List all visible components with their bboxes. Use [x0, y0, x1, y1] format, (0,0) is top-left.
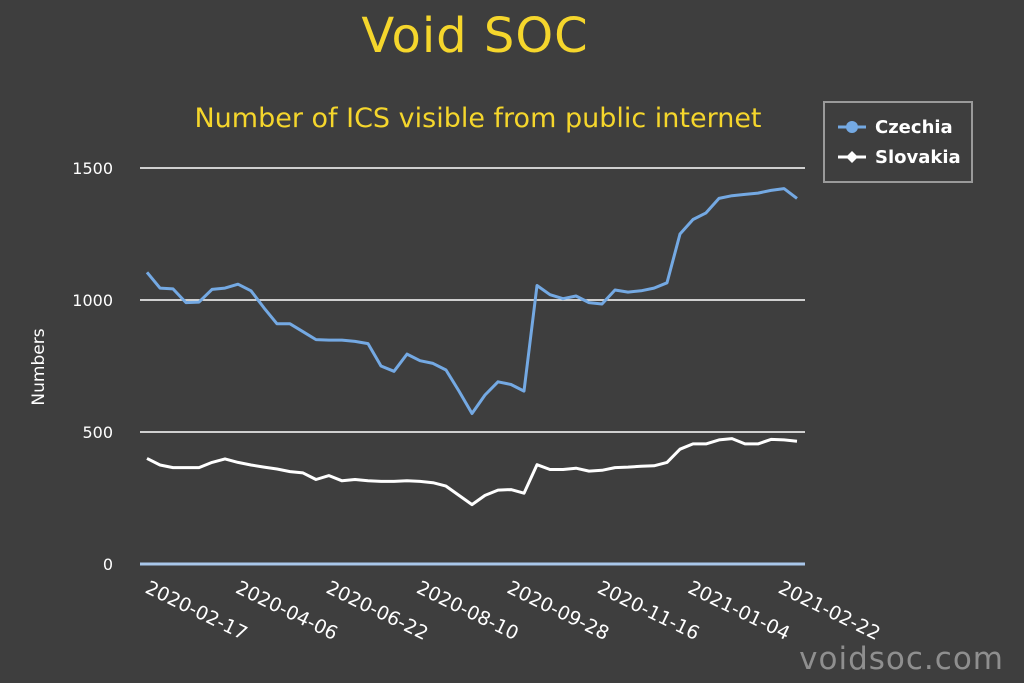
legend-label: Slovakia: [875, 147, 961, 168]
y-tick-label: 1500: [72, 159, 113, 178]
series-line-czechia: [145, 187, 798, 415]
x-tick-label: 2020-09-28: [504, 577, 613, 645]
y-tick-label: 0: [103, 555, 113, 574]
x-tick-label: 2021-01-04: [684, 577, 793, 645]
legend: Czechia Slovakia: [823, 101, 973, 183]
y-tick-label: 1000: [72, 291, 113, 310]
legend-label: Czechia: [875, 117, 953, 138]
y-axis-label: Numbers: [29, 328, 49, 405]
legend-marker-diamond: [846, 151, 858, 163]
legend-box: [823, 101, 973, 183]
x-tick-label: 2020-08-10: [413, 577, 522, 645]
x-tick-label: 2020-06-22: [323, 577, 432, 645]
brand-title: Void SOC: [361, 8, 589, 64]
x-tick-label: 2021-02-22: [775, 577, 884, 645]
legend-marker-circle: [846, 121, 858, 133]
y-tick-label: 500: [82, 423, 113, 442]
x-tick-label: 2020-04-06: [232, 577, 341, 645]
x-tick-label: 2020-02-17: [142, 577, 251, 645]
watermark: voidsoc.com: [799, 641, 1004, 677]
x-tick-label: 2020-11-16: [594, 577, 703, 645]
series-line-slovakia: [146, 437, 798, 507]
chart-title: Number of ICS visible from public intern…: [194, 103, 761, 134]
